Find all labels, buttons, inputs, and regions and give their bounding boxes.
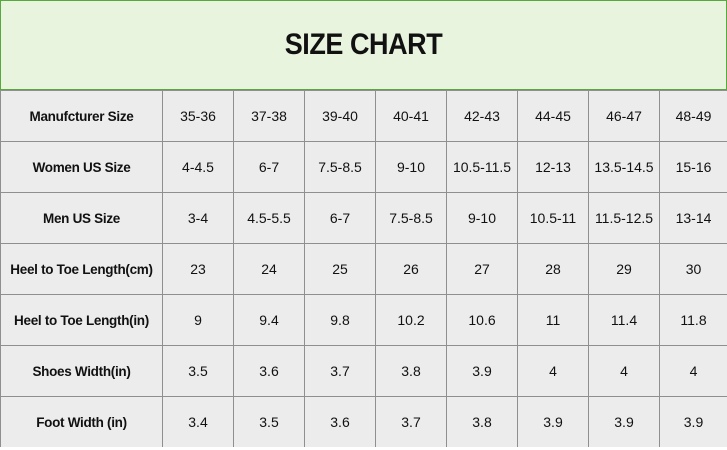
table-cell: 9.8: [304, 294, 376, 346]
table-cell: 28: [517, 243, 589, 295]
table-cell: 3.9: [659, 396, 727, 447]
table-cell: 11.4: [588, 294, 660, 346]
table-cell: 35-36: [162, 90, 234, 142]
table-row: Manufcturer Size 35-36 37-38 39-40 40-41 42-4…: [0, 90, 727, 142]
table-cell: 9-10: [375, 141, 447, 193]
table-cell: 26: [375, 243, 447, 295]
table-cell: 44-45: [517, 90, 589, 142]
table-cell: 27: [446, 243, 518, 295]
table-row: Foot Width (in) 3.4 3.5 3.6 3.7 3.8 3.9 3.9 3.9: [0, 396, 727, 447]
table-cell: 6-7: [233, 141, 305, 193]
table-cell: 4: [517, 345, 589, 397]
title-band: SIZE CHART: [0, 0, 727, 90]
table-cell: 11.8: [659, 294, 727, 346]
table-cell: 10.5-11.5: [446, 141, 518, 193]
row-label: Foot Width (in): [0, 396, 163, 447]
table-row: Shoes Width(in) 3.5 3.6 3.7 3.8 3.9 4 4 4: [0, 345, 727, 397]
size-table: Manufcturer Size 35-36 37-38 39-40 40-41 42-4…: [0, 90, 727, 447]
row-label: Women US Size: [0, 141, 163, 193]
table-cell: 39-40: [304, 90, 376, 142]
table-cell: 10.2: [375, 294, 447, 346]
table-cell: 7.5-8.5: [375, 192, 447, 244]
table-cell: 4-4.5: [162, 141, 234, 193]
table-cell: 13-14: [659, 192, 727, 244]
table-cell: 11.5-12.5: [588, 192, 660, 244]
table-body: Manufcturer Size 35-36 37-38 39-40 40-41 42-4…: [0, 90, 727, 447]
table-row: Men US Size 3-4 4.5-5.5 6-7 7.5-8.5 9-10 10.5-…: [0, 192, 727, 244]
table-cell: 3.9: [517, 396, 589, 447]
table-cell: 12-13: [517, 141, 589, 193]
table-cell: 29: [588, 243, 660, 295]
table-row: Women US Size 4-4.5 6-7 7.5-8.5 9-10 10.5-11.…: [0, 141, 727, 193]
table-cell: 3.6: [304, 396, 376, 447]
table-cell: 3-4: [162, 192, 234, 244]
row-label: Heel to Toe Length(in): [0, 294, 163, 346]
table-cell: 24: [233, 243, 305, 295]
table-row: Heel to Toe Length(cm) 23 24 25 26 27 28 29 30: [0, 243, 727, 295]
table-cell: 3.6: [233, 345, 305, 397]
table-row: Heel to Toe Length(in) 9 9.4 9.8 10.2 10.6 11 1…: [0, 294, 727, 346]
table-cell: 30: [659, 243, 727, 295]
table-cell: 37-38: [233, 90, 305, 142]
table-cell: 46-47: [588, 90, 660, 142]
table-cell: 9-10: [446, 192, 518, 244]
table-cell: 42-43: [446, 90, 518, 142]
table-cell: 4: [659, 345, 727, 397]
table-cell: 3.7: [304, 345, 376, 397]
chart-title: SIZE CHART: [284, 28, 443, 61]
table-cell: 9.4: [233, 294, 305, 346]
table-cell: 3.4: [162, 396, 234, 447]
table-cell: 3.8: [446, 396, 518, 447]
table-cell: 3.5: [233, 396, 305, 447]
row-label: Men US Size: [0, 192, 163, 244]
table-cell: 3.5: [162, 345, 234, 397]
table-cell: 4: [588, 345, 660, 397]
table-cell: 11: [517, 294, 589, 346]
table-cell: 4.5-5.5: [233, 192, 305, 244]
table-cell: 9: [162, 294, 234, 346]
row-label: Manufcturer Size: [0, 90, 163, 142]
table-cell: 23: [162, 243, 234, 295]
row-label: Heel to Toe Length(cm): [0, 243, 163, 295]
table-cell: 25: [304, 243, 376, 295]
table-cell: 3.8: [375, 345, 447, 397]
table-cell: 3.9: [446, 345, 518, 397]
table-cell: 3.9: [588, 396, 660, 447]
table-cell: 7.5-8.5: [304, 141, 376, 193]
table-cell: 3.7: [375, 396, 447, 447]
table-cell: 10.6: [446, 294, 518, 346]
row-label: Shoes Width(in): [0, 345, 163, 397]
table-cell: 13.5-14.5: [588, 141, 660, 193]
table-cell: 48-49: [659, 90, 727, 142]
table-cell: 6-7: [304, 192, 376, 244]
table-cell: 15-16: [659, 141, 727, 193]
table-cell: 40-41: [375, 90, 447, 142]
table-cell: 10.5-11: [517, 192, 589, 244]
